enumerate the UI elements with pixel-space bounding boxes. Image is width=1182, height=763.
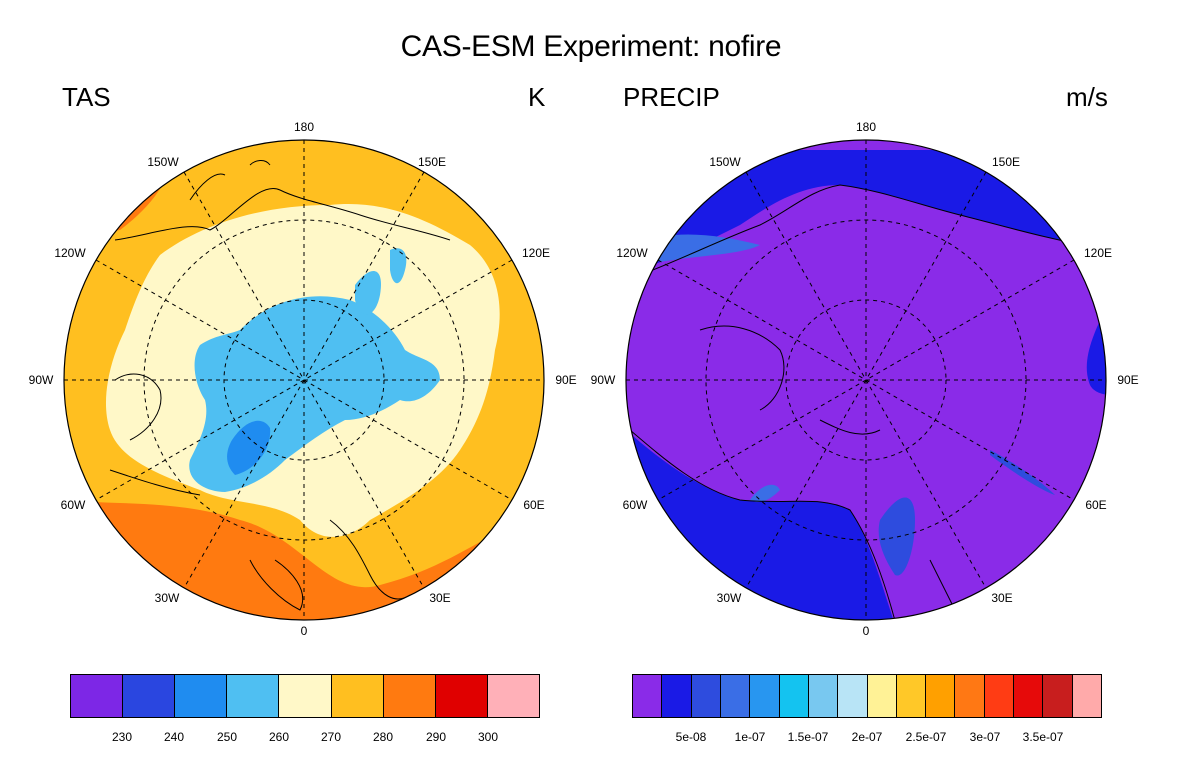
left-lon-label: 150W [147, 155, 179, 169]
tas-colorbar-swatch [123, 675, 176, 717]
precip-colorbar [632, 674, 1102, 718]
tas-colorbar-swatch [71, 675, 124, 717]
precip-colorbar-swatch [662, 675, 692, 717]
precip-colorbar-swatch [750, 675, 780, 717]
left-lon-label: 90E [555, 373, 577, 387]
precip-colorbar-swatch [867, 675, 897, 717]
left-units-label: K [528, 82, 546, 112]
left-lon-label: 60W [60, 498, 86, 512]
tas-colorbar-label: 240 [163, 730, 185, 744]
tas-colorbar-label: 250 [216, 730, 238, 744]
tas-colorbar-swatch [435, 675, 488, 717]
tas-colorbar-label: 270 [320, 730, 342, 744]
right-lon-label: 30W [716, 591, 742, 605]
left-lon-label: 60E [523, 498, 545, 512]
right-lon-label: 90E [1117, 373, 1139, 387]
right-units-label: m/s [1066, 82, 1108, 112]
left-lon-label: 120E [521, 246, 551, 260]
precip-colorbar-swatch [926, 675, 956, 717]
precip-colorbar-swatch [633, 675, 663, 717]
precip-colorbar-swatch [1014, 675, 1044, 717]
left-lon-label: 30E [429, 591, 451, 605]
precip-colorbar-label: 3e-07 [969, 730, 1001, 744]
right-lon-label: 180 [855, 120, 877, 134]
right-lon-label: 60W [622, 498, 648, 512]
right-lon-label: 150W [709, 155, 741, 169]
tas-colorbar-swatch [331, 675, 384, 717]
precip-colorbar-swatch [691, 675, 721, 717]
tas-colorbar-swatch [227, 675, 280, 717]
right-lon-label: 150E [991, 155, 1021, 169]
tas-colorbar [70, 674, 540, 718]
right-lon-label: 120E [1083, 246, 1113, 260]
tas-map-border [63, 139, 545, 621]
precip-colorbar-swatch [720, 675, 751, 717]
right-lon-label: 120W [616, 246, 648, 260]
left-lon-label: 150E [417, 155, 447, 169]
precip-colorbar-label: 1.5e-07 [787, 730, 829, 744]
precip-colorbar-swatch [779, 675, 809, 717]
precip-colorbar-label: 5e-08 [675, 730, 707, 744]
left-lon-label: 0 [300, 624, 308, 638]
precip-colorbar-swatch [955, 675, 985, 717]
precip-colorbar-label: 3.5e-07 [1022, 730, 1064, 744]
right-lon-label: 30E [991, 591, 1013, 605]
tas-colorbar-label: 300 [477, 730, 499, 744]
tas-colorbar-swatch [279, 675, 332, 717]
left-lon-label: 120W [54, 246, 86, 260]
left-variable-label: TAS [62, 82, 111, 112]
figure-title: CAS-ESM Experiment: nofire [400, 30, 782, 63]
tas-colorbar-label: 260 [268, 730, 290, 744]
right-lon-label: 90W [590, 373, 616, 387]
precip-colorbar-swatch [1043, 675, 1073, 717]
precip-polar-map [626, 140, 1106, 620]
tas-colorbar-label: 230 [111, 730, 133, 744]
precip-map-border [625, 139, 1107, 621]
precip-colorbar-swatch [984, 675, 1015, 717]
precip-colorbar-label: 2.5e-07 [905, 730, 947, 744]
tas-colorbar-label: 290 [425, 730, 447, 744]
left-lon-label: 180 [293, 120, 315, 134]
tas-colorbar-swatch [383, 675, 436, 717]
left-lon-label: 30W [154, 591, 180, 605]
precip-colorbar-swatch [1072, 675, 1101, 717]
right-variable-label: PRECIP [623, 82, 720, 112]
tas-polar-map [64, 140, 544, 620]
tas-colorbar-label: 280 [372, 730, 394, 744]
tas-colorbar-swatch [175, 675, 228, 717]
precip-colorbar-swatch [896, 675, 927, 717]
right-lon-label: 60E [1085, 498, 1107, 512]
precip-colorbar-swatch [808, 675, 839, 717]
precip-colorbar-swatch [838, 675, 868, 717]
right-lon-label: 0 [862, 624, 870, 638]
tas-colorbar-swatch [487, 675, 539, 717]
precip-colorbar-label: 2e-07 [851, 730, 883, 744]
precip-colorbar-label: 1e-07 [734, 730, 766, 744]
left-lon-label: 90W [28, 373, 54, 387]
